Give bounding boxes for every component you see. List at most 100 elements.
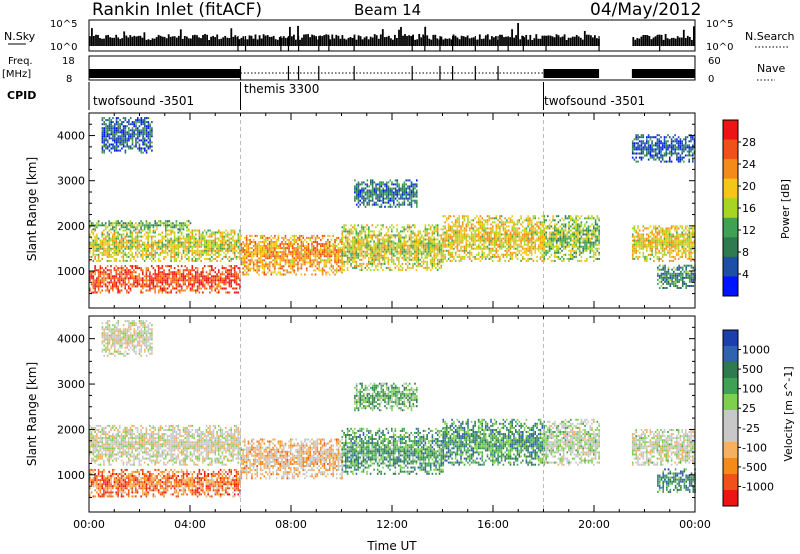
data-cell xyxy=(267,245,269,247)
data-cell xyxy=(216,279,218,282)
data-cell xyxy=(272,241,274,243)
data-cell xyxy=(136,241,139,244)
data-cell xyxy=(286,255,289,258)
data-cell xyxy=(323,243,326,245)
data-cell xyxy=(216,255,218,258)
data-cell xyxy=(228,245,231,248)
data-cell xyxy=(537,221,540,224)
data-cell xyxy=(115,121,118,124)
data-cell xyxy=(149,139,151,142)
data-cell xyxy=(422,262,425,265)
data-cell xyxy=(94,283,96,286)
data-cell xyxy=(415,244,418,247)
data-cell xyxy=(516,247,519,250)
data-cell xyxy=(120,239,123,242)
data-cell xyxy=(152,241,155,244)
data-cell xyxy=(127,255,130,258)
data-cell xyxy=(115,145,118,148)
data-cell xyxy=(225,287,227,290)
data-cell xyxy=(492,243,494,246)
data-cell xyxy=(391,269,393,271)
data-cell xyxy=(492,225,494,228)
data-cell xyxy=(401,266,404,269)
data-cell xyxy=(290,267,292,270)
nsky-bar xyxy=(509,37,511,46)
data-cell xyxy=(193,255,195,258)
data-cell xyxy=(127,245,130,248)
data-cell xyxy=(447,241,450,244)
data-cell xyxy=(191,277,194,280)
data-cell xyxy=(163,271,165,274)
data-cell xyxy=(106,135,109,138)
data-cell xyxy=(375,258,377,261)
data-cell xyxy=(144,121,146,124)
data-cell xyxy=(304,255,306,258)
data-cell xyxy=(295,259,297,262)
data-cell xyxy=(453,215,455,218)
data-cell xyxy=(175,259,178,262)
data-cell xyxy=(410,244,412,247)
data-cell xyxy=(99,243,102,246)
data-cell xyxy=(279,255,281,258)
data-cell xyxy=(525,247,528,250)
data-cell xyxy=(436,246,439,249)
data-cell xyxy=(424,266,427,269)
data-cell xyxy=(484,247,487,250)
data-cell xyxy=(469,253,471,256)
data-cell xyxy=(106,265,109,268)
data-cell xyxy=(112,117,114,120)
data-cell xyxy=(444,231,446,234)
data-cell xyxy=(527,257,529,260)
data-cell xyxy=(122,283,125,286)
data-cell xyxy=(209,279,211,282)
data-cell xyxy=(523,219,526,222)
data-cell xyxy=(103,237,105,240)
data-cell xyxy=(382,256,384,259)
data-cell xyxy=(191,275,194,278)
data-cell xyxy=(140,228,142,231)
data-cell xyxy=(170,259,172,262)
data-cell xyxy=(216,237,218,240)
data-cell xyxy=(122,133,125,136)
data-cell xyxy=(137,121,139,124)
data-cell xyxy=(117,222,119,225)
data-cell xyxy=(170,267,172,270)
data-cell xyxy=(415,248,418,251)
data-cell xyxy=(184,239,186,242)
data-cell xyxy=(500,219,503,222)
nsky-bar xyxy=(583,31,586,46)
data-cell xyxy=(436,228,439,231)
data-cell xyxy=(522,221,524,224)
data-cell xyxy=(440,228,443,231)
data-cell xyxy=(520,239,522,242)
nsky-bar xyxy=(650,39,653,46)
data-cell xyxy=(161,251,164,254)
data-cell xyxy=(267,236,269,239)
nsky-bar xyxy=(640,36,643,46)
data-cell xyxy=(442,249,445,252)
data-cell xyxy=(177,231,179,234)
data-cell xyxy=(539,241,542,244)
data-cell xyxy=(330,251,333,254)
data-cell xyxy=(135,123,137,126)
data-cell xyxy=(352,252,354,255)
data-cell xyxy=(191,273,194,276)
data-cell xyxy=(209,281,211,284)
data-cell xyxy=(233,229,236,232)
data-cell xyxy=(330,263,333,266)
data-cell xyxy=(145,117,148,120)
data-cell xyxy=(92,259,95,262)
data-cell xyxy=(115,149,118,152)
data-cell xyxy=(446,243,448,246)
data-cell xyxy=(265,249,267,252)
data-cell xyxy=(467,225,469,228)
data-cell xyxy=(256,259,258,262)
data-cell xyxy=(112,127,114,130)
data-cell xyxy=(115,251,118,254)
data-cell xyxy=(366,252,368,255)
data-cell xyxy=(309,238,311,241)
data-cell xyxy=(414,252,416,255)
data-cell xyxy=(440,234,443,237)
nsky-bar xyxy=(175,37,178,46)
data-cell xyxy=(382,248,384,251)
